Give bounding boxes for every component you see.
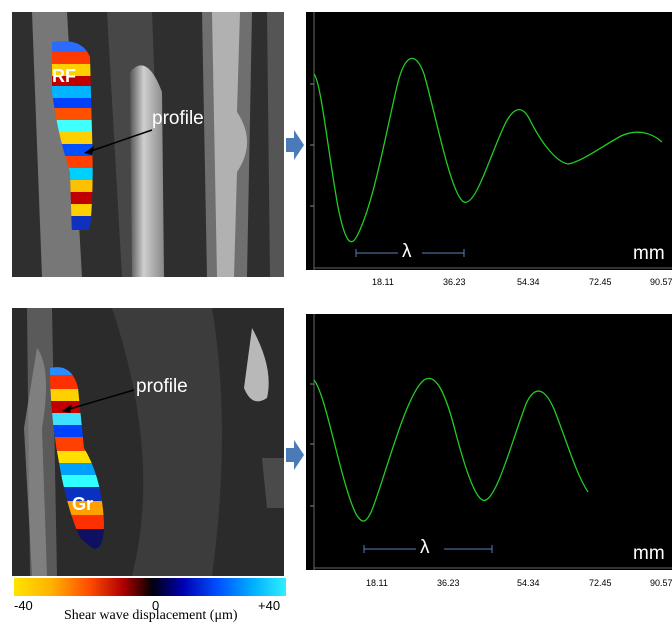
- colorbar-max-label: +40: [258, 598, 281, 613]
- x-tick: 90.57: [650, 277, 672, 287]
- unit-label-top: mm: [633, 243, 665, 264]
- lambda-label-bottom: λ: [420, 537, 430, 558]
- mri-image-bottom: Gr profile: [12, 308, 284, 576]
- shear-wave-overlay-bottom: [50, 367, 135, 549]
- x-tick: 54.34: [517, 578, 540, 588]
- profile-plot-top: λ mm: [306, 12, 672, 270]
- muscle-label-gr: Gr: [72, 494, 94, 514]
- x-tick: 36.23: [437, 578, 460, 588]
- profile-label-bottom: profile: [136, 376, 188, 397]
- x-tick: 18.11: [366, 578, 388, 588]
- profile-curve-bottom: [310, 314, 672, 570]
- colorbar-min-label: -40: [14, 598, 33, 613]
- x-tick: 72.45: [589, 277, 612, 287]
- arrow-right-icon: [286, 130, 304, 160]
- displacement-colorbar: [14, 578, 286, 596]
- unit-label-bottom: mm: [633, 543, 665, 564]
- colorbar-mid-label: 0: [152, 598, 160, 613]
- x-tick: 90.57: [650, 578, 672, 588]
- x-tick: 36.23: [443, 277, 466, 287]
- muscle-label-rf: RF: [52, 66, 76, 86]
- shear-wave-overlay-top: [52, 41, 153, 230]
- x-tick: 72.45: [589, 578, 612, 588]
- x-tick: 54.34: [517, 277, 540, 287]
- colorbar-caption: Shear wave displacement (μm): [64, 608, 238, 623]
- x-tick: 18.11: [372, 277, 394, 287]
- lambda-label-top: λ: [402, 241, 412, 262]
- profile-plot-bottom: λ mm: [306, 314, 672, 570]
- mri-anatomy-top: [12, 12, 284, 277]
- arrow-right-icon: [286, 440, 304, 470]
- mri-image-top: RF profile: [12, 12, 284, 277]
- profile-curve-top: [310, 12, 672, 270]
- profile-label-top: profile: [152, 108, 204, 129]
